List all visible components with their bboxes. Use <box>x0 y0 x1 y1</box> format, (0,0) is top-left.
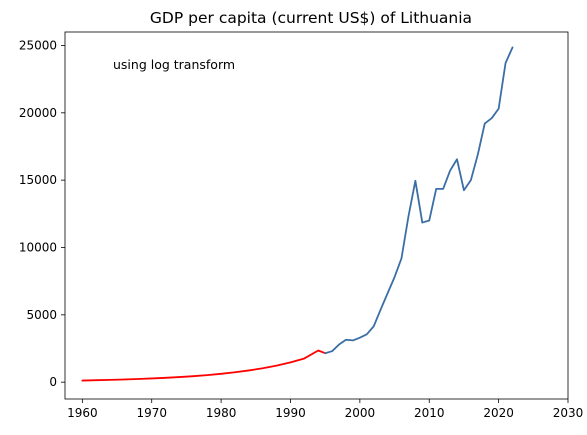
plot-area <box>64 31 569 400</box>
series-layer <box>81 46 514 382</box>
y-tick-label: 10000 <box>19 240 57 254</box>
series-line-actual <box>324 46 514 355</box>
x-tick-label: 2010 <box>414 406 445 420</box>
annotation-text: using log transform <box>113 57 235 72</box>
y-tick-label: 20000 <box>19 106 57 120</box>
y-axis: 0 5000 10000 15000 20000 25000 <box>19 38 65 389</box>
y-tick-label: 0 <box>49 375 57 389</box>
x-tick-label: 2030 <box>553 406 584 420</box>
x-tick-label: 1990 <box>275 406 306 420</box>
x-axis: 1960 1970 1980 1990 2000 2010 2020 2030 <box>67 399 583 420</box>
x-tick-label: 1960 <box>67 406 98 420</box>
series-line-estimated <box>81 349 327 382</box>
x-tick-label: 2000 <box>345 406 376 420</box>
y-tick-label: 25000 <box>19 38 57 52</box>
y-tick-label: 5000 <box>26 308 57 322</box>
y-tick-label: 15000 <box>19 173 57 187</box>
chart-title: GDP per capita (current US$) of Lithuani… <box>150 9 472 27</box>
x-tick-label: 2020 <box>483 406 514 420</box>
x-tick-label: 1980 <box>206 406 237 420</box>
x-tick-label: 1970 <box>136 406 167 420</box>
